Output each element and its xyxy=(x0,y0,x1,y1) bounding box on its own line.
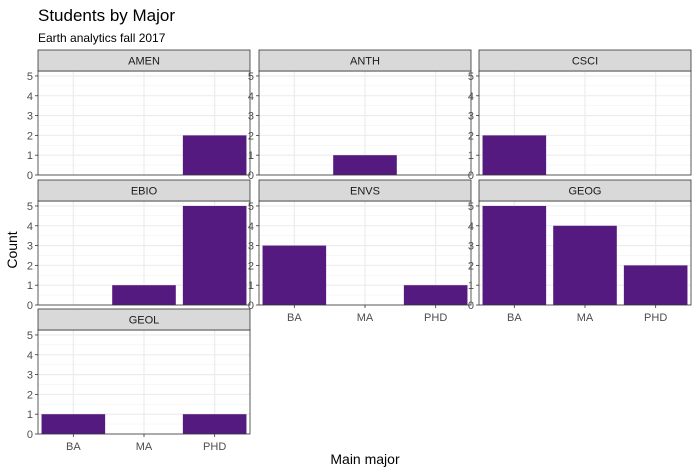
y-tick-label: 2 xyxy=(27,260,33,272)
x-axis-title: Main major xyxy=(330,451,400,467)
chart-title: Students by Major xyxy=(38,6,175,25)
facet-panel-csci: CSCI 0 1 2 3 4 5 xyxy=(468,49,692,182)
x-tick-label: MA xyxy=(577,312,594,324)
y-tick-label: 2 xyxy=(27,130,33,142)
y-tick-label: 0 xyxy=(468,300,474,312)
strip-background xyxy=(478,49,692,72)
strip-label: CSCI xyxy=(572,56,598,68)
bar-geog-ba xyxy=(482,205,547,305)
y-tick-label: 3 xyxy=(248,241,254,253)
bar-csci-ba xyxy=(482,135,547,175)
facet-panels: AMEN 0 1 2 3 4 5 ANTH 0 1 2 3 4 5 CSCI 0 1 2 3 4 5 EBIO 0 1 2 3 4 5… xyxy=(27,49,692,453)
y-tick-label: 4 xyxy=(468,221,474,233)
y-tick-label: 0 xyxy=(27,170,33,182)
y-tick-label: 1 xyxy=(27,409,33,421)
y-tick-label: 0 xyxy=(27,429,33,441)
y-tick-label: 4 xyxy=(468,91,474,103)
bar-amen-phd xyxy=(182,135,247,175)
y-tick-label: 1 xyxy=(27,280,33,292)
y-tick-label: 1 xyxy=(468,280,474,292)
y-tick-label: 1 xyxy=(27,150,33,162)
y-tick-label: 5 xyxy=(27,330,33,342)
strip-label: ANTH xyxy=(350,56,380,68)
y-tick-label: 0 xyxy=(468,170,474,182)
y-tick-label: 0 xyxy=(248,170,254,182)
y-tick-label: 4 xyxy=(248,221,254,233)
facet-panel-envs: ENVS 0 1 2 3 4 5 BA MA PHD xyxy=(248,179,472,324)
facet-panel-amen: AMEN 0 1 2 3 4 5 xyxy=(27,49,251,182)
y-tick-label: 4 xyxy=(248,91,254,103)
x-tick-label: BA xyxy=(507,312,522,324)
y-tick-label: 0 xyxy=(27,300,33,312)
y-tick-label: 2 xyxy=(248,130,254,142)
strip-background xyxy=(478,179,692,202)
y-tick-label: 5 xyxy=(468,201,474,213)
y-tick-label: 5 xyxy=(248,71,254,83)
strip-background xyxy=(258,179,472,202)
x-tick-label: BA xyxy=(66,441,81,453)
y-tick-label: 5 xyxy=(27,71,33,83)
x-tick-label: PHD xyxy=(644,312,667,324)
y-tick-label: 5 xyxy=(468,71,474,83)
x-tick-label: PHD xyxy=(203,441,226,453)
y-tick-label: 1 xyxy=(248,280,254,292)
facet-panel-anth: ANTH 0 1 2 3 4 5 xyxy=(248,49,472,182)
bar-ebio-phd xyxy=(182,205,247,305)
strip-background xyxy=(37,49,251,72)
facet-panel-geol: GEOL 0 1 2 3 4 5 BA MA PHD xyxy=(27,308,251,453)
x-tick-label: MA xyxy=(136,441,153,453)
y-tick-label: 0 xyxy=(248,300,254,312)
strip-label: AMEN xyxy=(128,56,160,68)
x-tick-label: MA xyxy=(357,312,374,324)
strip-label: EBIO xyxy=(131,186,158,198)
facet-panel-ebio: EBIO 0 1 2 3 4 5 xyxy=(27,179,251,312)
y-tick-label: 2 xyxy=(468,260,474,272)
y-tick-label: 3 xyxy=(468,241,474,253)
strip-label: GEOL xyxy=(129,315,160,327)
bar-anth-ma xyxy=(333,155,397,175)
strip-background xyxy=(258,49,472,72)
x-tick-label: PHD xyxy=(424,312,447,324)
bar-envs-phd xyxy=(403,285,468,305)
y-tick-label: 1 xyxy=(248,150,254,162)
bar-geol-phd xyxy=(182,414,247,434)
strip-label: GEOG xyxy=(568,186,601,198)
y-tick-label: 4 xyxy=(27,221,33,233)
y-tick-label: 4 xyxy=(27,350,33,362)
facet-panel-geog: GEOG 0 1 2 3 4 5 BA MA PHD xyxy=(468,179,692,324)
y-tick-label: 3 xyxy=(27,370,33,382)
y-tick-label: 3 xyxy=(468,111,474,123)
y-tick-label: 3 xyxy=(27,111,33,123)
strip-label: ENVS xyxy=(350,186,380,198)
x-tick-label: BA xyxy=(287,312,302,324)
y-tick-label: 5 xyxy=(27,201,33,213)
chart-subtitle: Earth analytics fall 2017 xyxy=(38,31,166,45)
bar-ebio-ma xyxy=(112,285,176,305)
bar-geog-ma xyxy=(553,225,617,305)
y-tick-label: 2 xyxy=(468,130,474,142)
bar-envs-ba xyxy=(262,245,327,305)
strip-background xyxy=(37,308,251,331)
strip-background xyxy=(37,179,251,202)
y-tick-label: 2 xyxy=(27,389,33,401)
y-tick-label: 5 xyxy=(248,201,254,213)
bar-geog-phd xyxy=(623,265,688,305)
y-axis-title: Count xyxy=(4,231,20,268)
y-tick-label: 3 xyxy=(27,241,33,253)
bar-geol-ba xyxy=(41,414,106,434)
y-tick-label: 2 xyxy=(248,260,254,272)
y-tick-label: 3 xyxy=(248,111,254,123)
y-tick-label: 1 xyxy=(468,150,474,162)
y-tick-label: 4 xyxy=(27,91,33,103)
